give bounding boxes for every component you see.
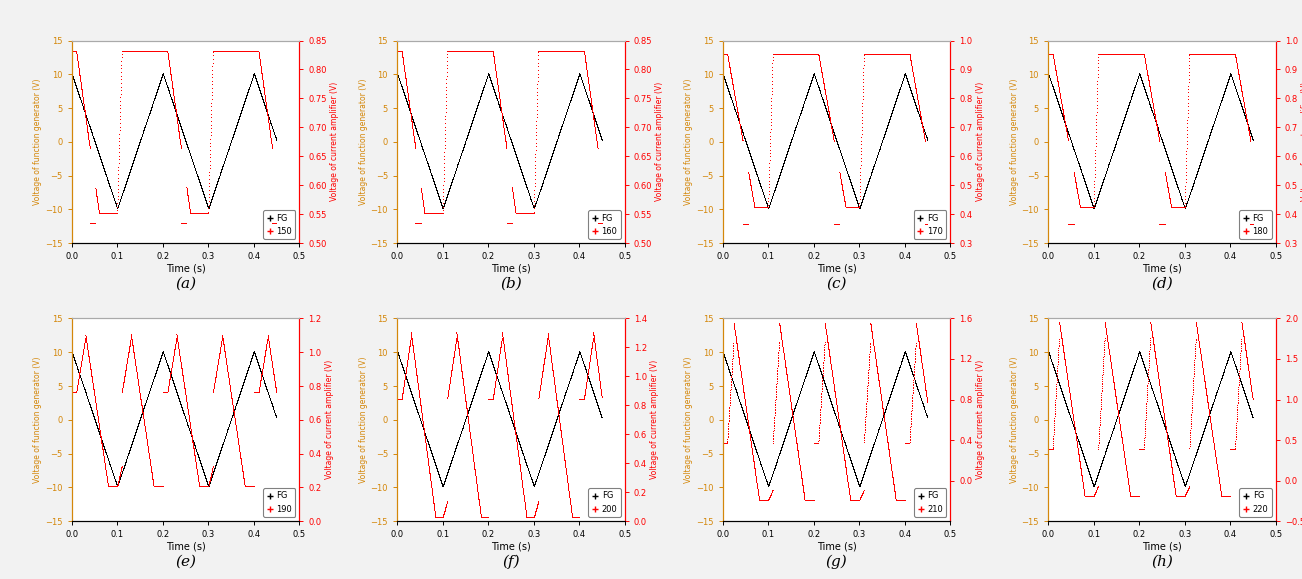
- X-axis label: Time (s): Time (s): [816, 264, 857, 274]
- Y-axis label: Voltage of current amplifier (V): Voltage of current amplifier (V): [650, 360, 659, 479]
- Legend: FG, 210: FG, 210: [914, 488, 947, 517]
- Legend: FG, 170: FG, 170: [914, 210, 947, 239]
- Text: (h): (h): [1151, 555, 1173, 569]
- Y-axis label: Voltage of function generator (V): Voltage of function generator (V): [1010, 79, 1018, 205]
- Legend: FG, 200: FG, 200: [589, 488, 621, 517]
- Text: (b): (b): [500, 277, 522, 291]
- Text: (a): (a): [174, 277, 197, 291]
- X-axis label: Time (s): Time (s): [816, 542, 857, 552]
- Y-axis label: Voltage of function generator (V): Voltage of function generator (V): [359, 79, 367, 205]
- Y-axis label: Voltage of current amplifier (V): Voltage of current amplifier (V): [975, 360, 984, 479]
- Text: (f): (f): [503, 555, 519, 569]
- Y-axis label: Voltage of function generator (V): Voltage of function generator (V): [1010, 357, 1018, 483]
- Text: (e): (e): [174, 555, 197, 569]
- Y-axis label: Voltage of current amplifier (V): Voltage of current amplifier (V): [655, 82, 664, 201]
- Y-axis label: Voltage of function generator (V): Voltage of function generator (V): [685, 79, 693, 205]
- Y-axis label: Voltage of function generator (V): Voltage of function generator (V): [359, 357, 367, 483]
- X-axis label: Time (s): Time (s): [1142, 542, 1182, 552]
- X-axis label: Time (s): Time (s): [165, 264, 206, 274]
- Legend: FG, 160: FG, 160: [589, 210, 621, 239]
- Legend: FG, 180: FG, 180: [1240, 210, 1272, 239]
- Y-axis label: Voltage of function generator (V): Voltage of function generator (V): [685, 357, 693, 483]
- X-axis label: Time (s): Time (s): [165, 542, 206, 552]
- Y-axis label: Voltage of function generator (V): Voltage of function generator (V): [34, 79, 42, 205]
- Y-axis label: Voltage of current amplifier (V): Voltage of current amplifier (V): [329, 82, 339, 201]
- Y-axis label: Voltage of current amplifier (V): Voltage of current amplifier (V): [975, 82, 984, 201]
- Legend: FG, 220: FG, 220: [1240, 488, 1272, 517]
- X-axis label: Time (s): Time (s): [491, 264, 531, 274]
- Text: (d): (d): [1151, 277, 1173, 291]
- X-axis label: Time (s): Time (s): [491, 542, 531, 552]
- Legend: FG, 150: FG, 150: [263, 210, 296, 239]
- X-axis label: Time (s): Time (s): [1142, 264, 1182, 274]
- Legend: FG, 190: FG, 190: [263, 488, 296, 517]
- Text: (g): (g): [825, 555, 848, 569]
- Text: (c): (c): [827, 277, 846, 291]
- Y-axis label: Voltage of function generator (V): Voltage of function generator (V): [34, 357, 42, 483]
- Y-axis label: Voltage of current amplifier (V): Voltage of current amplifier (V): [324, 360, 333, 479]
